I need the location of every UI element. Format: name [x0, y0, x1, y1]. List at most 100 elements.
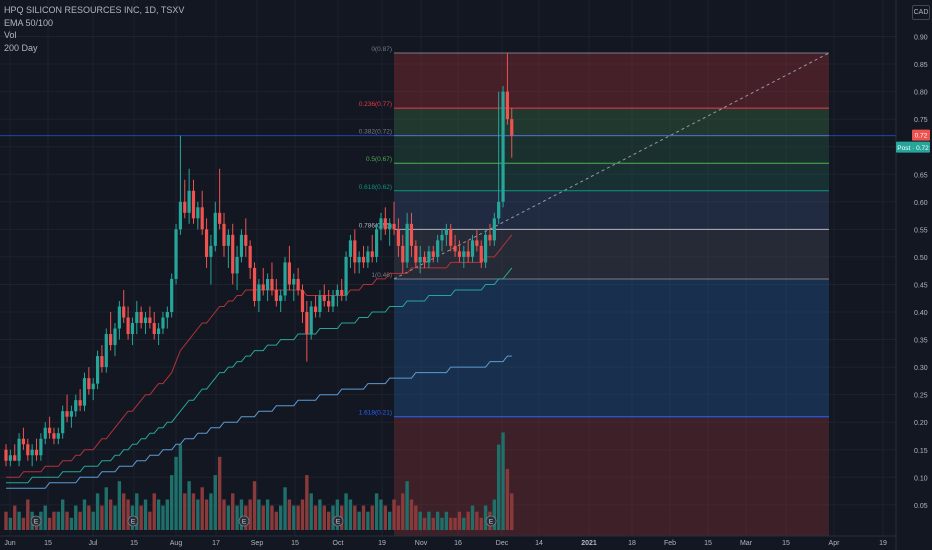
- volume-bar: [47, 517, 52, 530]
- volume-bar: [4, 511, 8, 530]
- candle-body: [56, 433, 60, 439]
- candle-body: [279, 295, 283, 301]
- earnings-letter: E: [131, 519, 136, 526]
- volume-bar: [226, 505, 231, 530]
- volume-bar: [135, 493, 139, 530]
- legend-ema[interactable]: EMA 50/100: [4, 17, 54, 28]
- candle-body: [340, 289, 344, 296]
- candle-body: [39, 438, 43, 456]
- volume-bar: [374, 493, 379, 530]
- volume-bar: [300, 499, 305, 530]
- price-badge-label: 0.72: [915, 133, 928, 140]
- legend-symbol[interactable]: HPQ SILICON RESOURCES INC, 1D, TSXV: [4, 5, 185, 15]
- candle-body: [431, 251, 435, 257]
- volume-bar: [444, 511, 449, 530]
- candle-body: [353, 240, 357, 263]
- time-tick-label: 15: [291, 540, 299, 547]
- volume-bar: [204, 499, 209, 530]
- time-tick-label: Mar: [740, 540, 753, 547]
- candle-body: [292, 278, 296, 285]
- time-tick-label: 15: [704, 540, 712, 547]
- currency-badge[interactable]: CAD: [912, 5, 930, 20]
- volume-bar: [248, 499, 252, 530]
- volume-bar: [217, 456, 222, 530]
- volume-bar: [449, 517, 453, 530]
- earnings-letter: E: [489, 519, 494, 526]
- volume-bar: [21, 517, 26, 530]
- earnings-letter: E: [242, 519, 247, 526]
- candle-body: [396, 229, 400, 246]
- earnings-marker: E: [127, 515, 139, 527]
- volume-bar: [65, 511, 69, 530]
- volume-bar: [8, 517, 13, 530]
- legend-vol[interactable]: Vol: [4, 30, 17, 40]
- candle-body: [379, 218, 383, 230]
- candle-body: [422, 256, 427, 263]
- volume-bar: [431, 517, 435, 530]
- candle-body: [74, 400, 78, 412]
- volume-bar: [74, 505, 78, 530]
- candle-body: [43, 427, 47, 439]
- legend-ma[interactable]: 200 Day: [4, 42, 38, 53]
- volume-bar: [405, 481, 409, 530]
- candle-body: [52, 433, 56, 439]
- volume-bar: [239, 499, 244, 530]
- volume-bars: [4, 432, 514, 530]
- candle-body: [8, 455, 12, 461]
- volume-bar: [392, 499, 396, 530]
- volume-bar: [440, 517, 444, 530]
- candle-body: [266, 278, 270, 290]
- candle-body: [453, 245, 457, 252]
- candle-body: [457, 251, 462, 257]
- volume-bar: [196, 499, 200, 530]
- ma200-line: [6, 355, 512, 489]
- time-tick-label: 19: [879, 540, 887, 547]
- candle-body: [148, 317, 152, 324]
- volume-bar: [52, 511, 56, 530]
- volume-bar: [152, 493, 156, 530]
- price-tick-label: 0.35: [914, 338, 928, 345]
- post-badge-label: Post · 0.72: [897, 145, 929, 152]
- earnings-icon: [30, 515, 42, 527]
- candle-body: [270, 278, 274, 290]
- candle-body: [117, 306, 121, 329]
- volume-bar: [183, 493, 187, 530]
- volume-bar: [78, 511, 82, 530]
- candle-body: [274, 289, 278, 301]
- volume-bar: [409, 499, 414, 530]
- price-tick-label: 0.55: [914, 227, 928, 234]
- candle-body: [209, 245, 213, 257]
- candle-body: [257, 284, 261, 301]
- candle-body: [335, 289, 339, 296]
- volume-bar: [492, 499, 497, 530]
- candle-body: [484, 234, 488, 263]
- candle-body: [357, 256, 361, 263]
- candle-body: [109, 334, 113, 346]
- candle-body: [126, 317, 130, 335]
- volume-bar: [274, 511, 279, 530]
- volume-bar: [309, 493, 313, 530]
- candles: [4, 53, 514, 467]
- candle-body: [178, 201, 182, 230]
- price-tick-label: 0.20: [914, 420, 928, 427]
- time-tick-label: 16: [454, 540, 462, 547]
- volume-bar: [326, 511, 331, 530]
- volume-bar: [483, 505, 488, 530]
- chart-legend: HPQ SILICON RESOURCES INC, 1D, TSXV EMA …: [4, 4, 184, 54]
- candle-body: [440, 234, 444, 241]
- volume-bar: [387, 511, 392, 530]
- price-tick-label: 0.80: [914, 90, 928, 97]
- candle-body: [191, 190, 196, 219]
- candle-body: [235, 256, 239, 274]
- candle-body: [414, 245, 418, 263]
- earnings-letter: E: [336, 519, 341, 526]
- candle-body: [331, 295, 335, 307]
- volume-bar: [457, 511, 462, 530]
- candle-body: [436, 240, 440, 257]
- fib-retracement: 0(0.87) 0.236(0.77) 0.382(0.72) 0.5(0.67) 0.…: [359, 46, 830, 536]
- volume-bar: [113, 505, 117, 530]
- volume-bar: [91, 511, 95, 530]
- volume-bar: [353, 505, 357, 530]
- volume-bar: [396, 505, 401, 530]
